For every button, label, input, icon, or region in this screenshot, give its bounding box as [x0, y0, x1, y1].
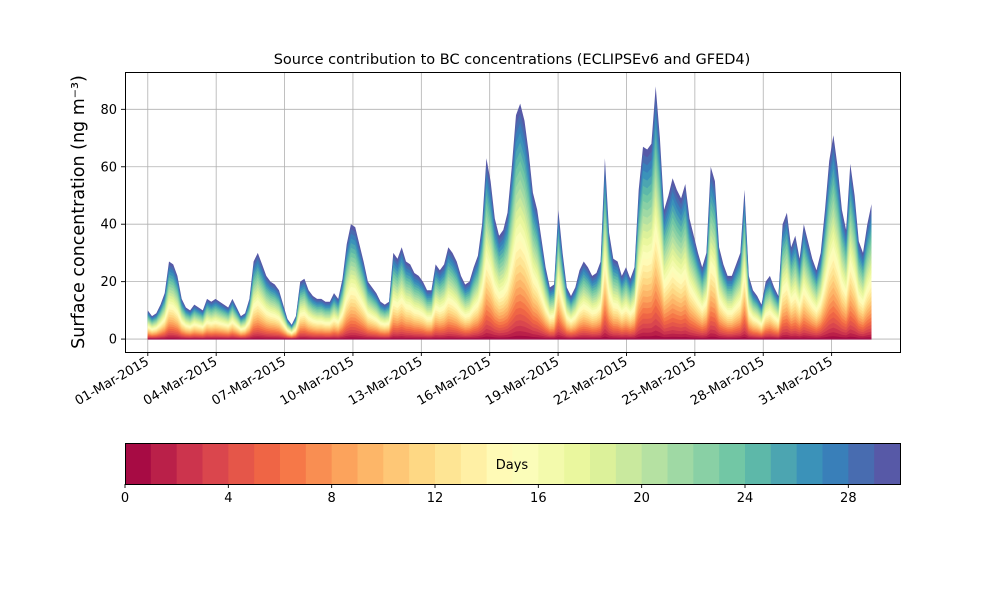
colorbar-frame: [125, 443, 901, 485]
colorbar-tick-label: 28: [840, 491, 857, 506]
colorbar-swatch: [125, 443, 152, 484]
colorbar-swatch: [796, 443, 824, 484]
colorbar-swatch: [435, 443, 462, 484]
stacked-area-bands: [147, 86, 872, 340]
colorbar-swatch: [202, 443, 229, 484]
y-tick-label: 60: [100, 160, 117, 175]
colorbar-tick-label: 8: [328, 491, 336, 506]
y-tick-label: 80: [100, 103, 117, 118]
y-axis-ticks: 0 20 40 60 80: [100, 103, 125, 348]
colorbar-tick-label: 0: [121, 491, 129, 506]
colorbar-swatches: [125, 443, 901, 484]
colorbar-tick-label: 16: [530, 491, 547, 506]
colorbar-tick-label: 20: [633, 491, 650, 506]
colorbar-swatch: [667, 443, 694, 484]
colorbar-swatch: [693, 443, 720, 484]
colorbar-swatch: [590, 443, 617, 484]
colorbar-label: Days: [496, 458, 529, 473]
y-tick-label: 20: [100, 275, 117, 290]
area-band-day-1: [147, 335, 872, 340]
y-axis-label: Surface concentration (ng m⁻³): [69, 75, 89, 349]
colorbar-ticks: 0 4 8 12 16 20 24 28: [121, 484, 857, 506]
colorbar-swatch: [305, 443, 333, 484]
colorbar-swatch: [512, 443, 539, 484]
colorbar-swatch: [874, 443, 901, 484]
colorbar-swatch: [486, 443, 514, 484]
colorbar-swatch: [228, 443, 255, 484]
colorbar-swatch: [719, 443, 746, 484]
colorbar-tick-label: 24: [737, 491, 754, 506]
colorbar-swatch: [254, 443, 281, 484]
colorbar-swatch: [615, 443, 643, 484]
colorbar-swatch: [331, 443, 359, 484]
colorbar-tick-label: 4: [224, 491, 232, 506]
colorbar: Days 0 4 8 12 16 20 24 28: [121, 443, 901, 506]
colorbar-swatch: [822, 443, 849, 484]
colorbar-swatch: [383, 443, 410, 484]
y-tick-label: 0: [109, 333, 117, 348]
colorbar-swatch: [357, 443, 384, 484]
colorbar-swatch: [538, 443, 565, 484]
colorbar-swatch: [770, 443, 798, 484]
colorbar-swatch: [409, 443, 436, 484]
colorbar-swatch: [460, 443, 488, 484]
colorbar-swatch: [848, 443, 875, 484]
colorbar-swatch: [564, 443, 591, 484]
area-band-day-2: [147, 330, 872, 340]
y-tick-label: 40: [100, 218, 117, 233]
colorbar-tick-label: 12: [427, 491, 444, 506]
plot-frame: [125, 72, 901, 353]
colorbar-swatch: [150, 443, 178, 484]
colorbar-swatch: [641, 443, 669, 484]
colorbar-swatch: [176, 443, 204, 484]
colorbar-swatch: [280, 443, 307, 484]
colorbar-swatch: [745, 443, 772, 484]
chart-title: Source contribution to BC concentrations…: [274, 52, 751, 68]
